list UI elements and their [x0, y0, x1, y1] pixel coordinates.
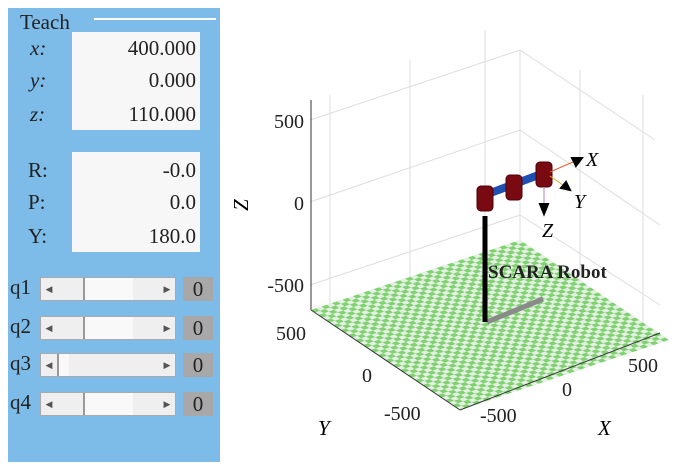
x-tick: 500 [628, 355, 658, 377]
y-axis [310, 309, 461, 411]
slider-thumb[interactable] [57, 354, 69, 376]
joint-label-q4: q4 [10, 390, 31, 414]
joint-label-q1: q1 [10, 275, 31, 299]
z-tick: 500 [274, 111, 304, 133]
joint-value-q3: 0 [183, 353, 213, 377]
frame-z-label: Z [542, 220, 554, 242]
orientation-readout: R: -0.0 P: 0.0 Y: 180.0 [28, 152, 200, 252]
arrow-right-icon[interactable]: ▶ [163, 360, 171, 370]
arrow-right-icon[interactable]: ▶ [163, 399, 171, 409]
joint-slider-q1[interactable]: ◀ ▶ [40, 277, 176, 301]
y-tick: 0 [362, 365, 372, 387]
joint-label-q3: q3 [10, 351, 31, 375]
arrow-left-icon[interactable]: ◀ [45, 360, 53, 370]
x-ticks: -500 0 500 [480, 355, 658, 427]
arrow-left-icon[interactable]: ◀ [45, 284, 53, 294]
robot-shadow [486, 296, 544, 325]
z-axis-label: Z [229, 199, 253, 211]
tool-frame [538, 157, 584, 217]
x-value: 400.000 [127, 36, 196, 60]
slider-thumb[interactable] [83, 317, 133, 339]
x-axis-label: X [597, 416, 612, 440]
floor [311, 240, 669, 410]
joint-slider-q4[interactable]: ◀ ▶ [40, 392, 176, 416]
y-ticks: 500 0 -500 [276, 323, 421, 425]
joint-label-q2: q2 [10, 314, 31, 338]
frame-x-label: X [585, 149, 599, 171]
joint-2 [505, 174, 523, 201]
joint-value-q4: 0 [183, 392, 213, 416]
x-axis [459, 332, 661, 411]
z-ticks: 500 0 -500 [267, 111, 304, 297]
arrow-left-icon[interactable]: ◀ [45, 323, 53, 333]
slider-thumb[interactable] [83, 393, 133, 415]
robot-name: SCARA Robot [488, 262, 607, 283]
joint-1 [476, 185, 494, 212]
frame-y-label: Y [574, 191, 587, 213]
pitch-value: 0.0 [169, 190, 196, 214]
divider [94, 18, 216, 20]
y-value: 0.000 [148, 68, 196, 92]
roll-value: -0.0 [162, 158, 196, 182]
z-tick: 0 [294, 193, 304, 215]
arrow-left-icon[interactable]: ◀ [45, 399, 53, 409]
teach-panel: Teach x: 400.000 y: 0.000 z: 110.000 R: -0.0… [8, 8, 220, 462]
teach-title: Teach [20, 10, 70, 34]
y-tick: -500 [384, 403, 421, 425]
z-value: 110.000 [128, 102, 196, 126]
z-tick: -500 [267, 275, 304, 297]
joint-value-q2: 0 [183, 316, 213, 340]
y-tick: 500 [276, 323, 306, 345]
joint-slider-q3[interactable]: ◀ ▶ [40, 353, 176, 377]
x-tick: -500 [480, 405, 517, 427]
yaw-value: 180.0 [148, 224, 196, 248]
position-readout: x: 400.000 y: 0.000 z: 110.000 [30, 32, 200, 130]
joint-value-q1: 0 [183, 277, 213, 301]
grid-lines [309, 30, 661, 350]
y-axis-label: Y [318, 416, 332, 440]
robot-joints [476, 161, 553, 212]
slider-thumb[interactable] [83, 278, 133, 300]
arrow-right-icon[interactable]: ▶ [163, 323, 171, 333]
arrow-right-icon[interactable]: ▶ [163, 284, 171, 294]
joint-3 [535, 161, 553, 188]
x-tick: 0 [562, 379, 572, 401]
joint-slider-q2[interactable]: ◀ ▶ [40, 316, 176, 340]
